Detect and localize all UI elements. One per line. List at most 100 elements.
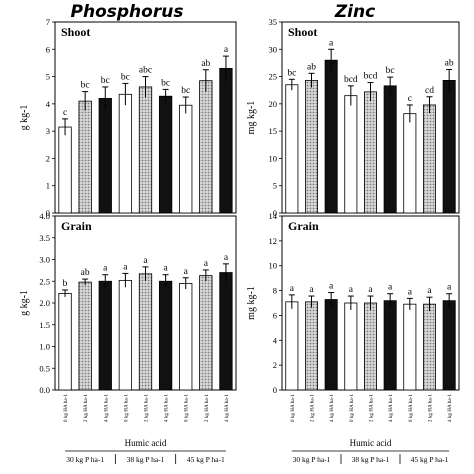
x-group-label: 38 kg P ha-1	[127, 455, 165, 464]
y-tick-label: 4.0	[39, 211, 50, 221]
bar	[324, 59, 338, 214]
significance-letter: bc	[386, 66, 395, 76]
significance-letter: a	[427, 286, 432, 296]
y-tick-label: 2.5	[39, 276, 50, 286]
bar	[78, 281, 92, 391]
significance-letter: a	[184, 267, 189, 277]
x-category-label: 0 kg HA ha-1	[408, 394, 414, 423]
y-tick-label: 3	[46, 126, 50, 136]
significance-letter: bc	[101, 76, 110, 86]
bar	[442, 300, 456, 391]
panel-label: Grain	[288, 219, 319, 233]
bar	[179, 104, 193, 214]
bar	[423, 104, 436, 214]
y-tick-label: 2.0	[39, 298, 50, 308]
x-category-label: 2 kg HA ha-1	[428, 394, 434, 423]
phosphorus-title: Phosphorus	[71, 2, 184, 22]
bar	[199, 80, 213, 214]
bar	[179, 283, 193, 391]
bar	[364, 302, 377, 391]
y-axis-label: mg kg-1	[246, 101, 257, 135]
panel-label: Grain	[61, 219, 92, 233]
y-tick-label: 30	[269, 44, 278, 54]
bar	[344, 302, 358, 391]
x-axis-title: Humic acid	[350, 438, 392, 448]
y-tick-label: 3.0	[39, 255, 50, 265]
y-tick-label: 35	[269, 17, 278, 27]
significance-letter: c	[63, 108, 67, 118]
y-axis-label: g kg-1	[19, 105, 30, 131]
y-axis-label: mg kg-1	[246, 286, 257, 320]
y-tick-label: 3.5	[39, 233, 50, 243]
significance-letter: abc	[139, 66, 152, 76]
bar	[58, 126, 72, 214]
y-tick-label: 6	[46, 44, 50, 54]
bar	[158, 95, 173, 214]
x-group-label: 30 kg P ha-1	[293, 455, 331, 464]
y-tick-label: 4	[273, 335, 278, 345]
bar	[285, 301, 299, 391]
bar	[442, 79, 456, 214]
y-tick-label: 14	[269, 211, 278, 221]
bar	[324, 299, 338, 391]
significance-letter: b	[63, 279, 68, 289]
significance-letter: a	[368, 285, 373, 295]
significance-letter: a	[123, 262, 128, 272]
x-category-label: 0 kg HA ha-1	[349, 394, 355, 423]
y-tick-label: 5	[273, 181, 277, 191]
significance-letter: ab	[201, 59, 210, 69]
x-group-label: 30 kg P ha-1	[66, 455, 104, 464]
bar	[118, 279, 133, 391]
bar	[364, 91, 377, 214]
bar	[138, 273, 153, 391]
bar	[344, 95, 358, 214]
significance-letter: a	[408, 287, 413, 297]
significance-letter: a	[329, 38, 334, 48]
x-category-label: 2 kg HA ha-1	[369, 394, 375, 423]
bar	[158, 280, 173, 391]
x-axis-title: Humic acid	[125, 438, 167, 448]
significance-letter: bc	[81, 81, 90, 91]
significance-letter: a	[290, 284, 295, 294]
significance-letter: a	[103, 264, 108, 274]
x-category-label: 0 kg HA ha-1	[290, 394, 296, 423]
significance-letter: a	[224, 253, 229, 263]
bar	[403, 303, 417, 391]
y-tick-label: 4	[46, 99, 51, 109]
bar	[423, 303, 436, 391]
significance-letter: a	[164, 264, 169, 274]
chart-panel-grain-phosphorus: 0.0 0.5 1.0 1.5 2.0 2.5 3.0 3.5 4.0 g kg-1 Grain b a…	[19, 211, 237, 464]
bar	[58, 293, 72, 391]
bar	[383, 85, 397, 214]
y-tick-label: 10	[269, 261, 278, 271]
significance-letter: bc	[181, 86, 190, 96]
significance-letter: bc	[121, 72, 130, 82]
significance-letter: bc	[287, 68, 296, 78]
x-category-label: 2 kg HA ha-1	[204, 394, 210, 423]
y-tick-label: 2	[46, 153, 50, 163]
x-category-label: 4 kg HA ha-1	[224, 394, 230, 423]
significance-letter: cd	[425, 86, 434, 96]
y-tick-label: 2	[273, 360, 277, 370]
x-category-label: 2 kg HA ha-1	[144, 394, 150, 423]
bar	[403, 113, 417, 214]
y-tick-label: 0.5	[39, 363, 50, 373]
panel-label: Shoot	[61, 25, 90, 39]
x-group-label: 45 kg P ha-1	[411, 455, 449, 464]
bar	[383, 300, 397, 391]
significance-letter: a	[349, 285, 354, 295]
y-tick-label: 7	[46, 17, 50, 27]
y-tick-label: 12	[269, 236, 278, 246]
bar	[305, 79, 318, 214]
y-tick-label: 0	[273, 385, 277, 395]
y-tick-label: 8	[273, 286, 277, 296]
x-group-label: 38 kg P ha-1	[352, 455, 390, 464]
x-category-label: 0 kg HA ha-1	[123, 394, 129, 423]
significance-letter: bc	[161, 78, 170, 88]
bar	[219, 67, 233, 214]
x-category-label: 2 kg HA ha-1	[310, 394, 316, 423]
y-tick-label: 15	[269, 126, 278, 136]
